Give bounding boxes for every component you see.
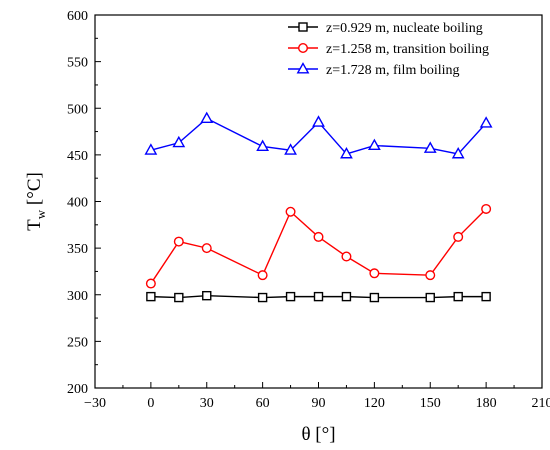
legend-item-3: z=1.728 m, film boiling xyxy=(288,62,460,78)
data-point xyxy=(313,291,324,302)
y-axis-title: Tw [°C] xyxy=(24,172,48,231)
y-tick-label: 400 xyxy=(67,196,88,211)
data-point xyxy=(481,203,492,214)
data-point xyxy=(367,138,381,151)
data-point xyxy=(174,292,184,303)
legend-item-2: z=1.258 m, transition boiling xyxy=(288,42,489,57)
data-point xyxy=(202,290,212,301)
data-point xyxy=(481,291,491,302)
series-1 xyxy=(146,290,491,303)
data-point xyxy=(453,291,463,302)
series-layer xyxy=(144,111,493,303)
legend-swatch-marker xyxy=(296,62,310,74)
data-point xyxy=(312,115,325,127)
x-axis-title: θ [°] xyxy=(301,424,335,445)
y-tick-label: 200 xyxy=(67,382,88,397)
data-point xyxy=(369,268,380,279)
legend-label: z=1.728 m, film boiling xyxy=(326,63,460,78)
data-point xyxy=(173,236,184,247)
y-axis-title-subscript: w xyxy=(33,209,48,219)
x-tick-label: −30 xyxy=(84,396,106,411)
data-point xyxy=(423,141,437,153)
x-tick-label: 150 xyxy=(420,396,441,411)
data-point xyxy=(285,206,296,217)
legend-item-1: z=0.929 m, nucleate boiling xyxy=(288,21,483,36)
data-point xyxy=(425,270,436,281)
plot-frame xyxy=(94,14,543,389)
data-point xyxy=(340,147,353,159)
data-point xyxy=(145,278,156,289)
series-3 xyxy=(144,111,493,159)
data-point xyxy=(341,251,352,262)
data-point xyxy=(453,231,464,242)
y-tick-label: 250 xyxy=(67,335,88,350)
data-point xyxy=(284,143,297,155)
x-tick-label: 60 xyxy=(256,396,270,411)
data-point xyxy=(425,292,435,303)
x-tick-label: 0 xyxy=(147,396,154,411)
data-point xyxy=(200,111,214,124)
svg-text:Tw [°C]: Tw [°C] xyxy=(24,172,48,231)
y-tick-label: 350 xyxy=(67,242,88,257)
x-tick-label: 30 xyxy=(200,396,214,411)
data-point xyxy=(201,243,212,254)
x-tick-label: 180 xyxy=(476,396,497,411)
data-point xyxy=(257,292,268,303)
legend-swatch-marker xyxy=(298,22,308,32)
series-2-line xyxy=(150,208,487,284)
legend-label: z=1.258 m, transition boiling xyxy=(326,42,489,57)
data-point xyxy=(257,270,268,281)
legend-label: z=0.929 m, nucleate boiling xyxy=(326,21,483,36)
data-point xyxy=(369,292,380,303)
y-axis-title-unit: [°C] xyxy=(24,172,45,205)
data-point xyxy=(451,147,465,159)
y-tick-label: 300 xyxy=(67,289,88,304)
y-tick-label: 500 xyxy=(67,102,88,117)
legend-swatch-marker xyxy=(298,43,309,54)
x-tick-label: 90 xyxy=(312,396,326,411)
y-tick-label: 450 xyxy=(67,149,88,164)
data-point xyxy=(285,291,296,302)
y-tick-label: 550 xyxy=(67,56,88,71)
data-point xyxy=(313,231,324,242)
data-point xyxy=(256,139,270,151)
series-2 xyxy=(145,203,492,289)
data-point xyxy=(146,291,156,302)
axis-ticks: −30 0 30 60 90 120 150 180 210 200 250 300 350 400 450… xyxy=(67,9,550,411)
y-tick-label: 600 xyxy=(67,9,88,24)
data-point xyxy=(144,143,158,155)
x-tick-label: 210 xyxy=(532,396,550,411)
y-axis-title-main: T xyxy=(24,219,45,231)
data-point xyxy=(341,291,352,302)
x-tick-label: 120 xyxy=(364,396,385,411)
legend: z=0.929 m, nucleate boiling z=1.258 m, tr… xyxy=(288,21,489,78)
data-point xyxy=(172,135,186,148)
data-point xyxy=(479,116,493,128)
